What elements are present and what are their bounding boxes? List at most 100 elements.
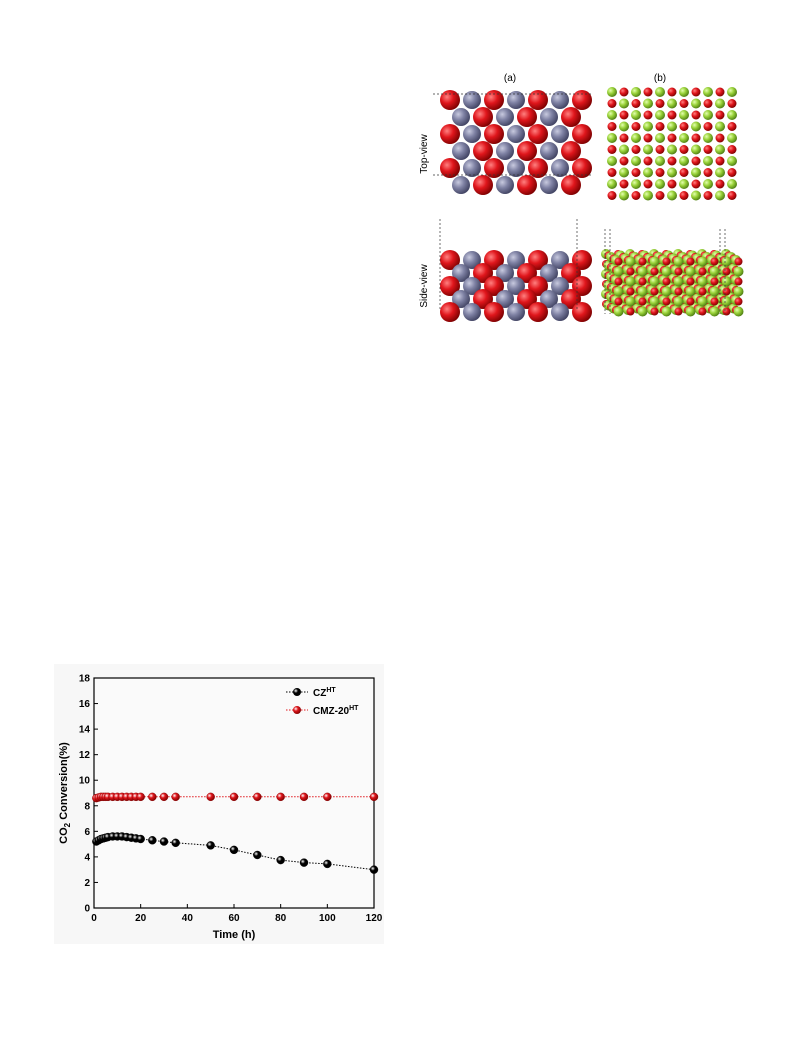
metal-atom	[496, 290, 514, 308]
oxygen-atom	[528, 90, 548, 110]
series-1-point	[148, 792, 157, 802]
oxygen-atom	[626, 287, 635, 296]
oxygen-atom	[484, 302, 504, 322]
metal-atom	[507, 251, 525, 269]
oxygen-atom	[638, 277, 647, 286]
metal-atom	[679, 156, 689, 166]
oxygen-atom	[561, 141, 581, 161]
oxygen-atom	[710, 257, 719, 266]
oxygen-atom	[734, 257, 743, 266]
oxygen-atom	[703, 145, 713, 154]
x-tick-label: 80	[275, 913, 287, 924]
metal-atom	[697, 256, 708, 267]
metal-atom	[507, 303, 525, 321]
oxygen-atom	[643, 133, 653, 143]
metal-atom	[643, 190, 653, 201]
x-tick-label: 120	[366, 913, 383, 924]
series-0-point	[206, 841, 215, 850]
series-1-point	[299, 792, 309, 802]
metal-atom	[733, 306, 744, 317]
oxygen-atom	[691, 179, 701, 189]
metal-atom	[667, 144, 677, 155]
series-0-point	[171, 838, 180, 848]
metal-atom	[551, 277, 569, 295]
metal-atom	[697, 276, 708, 287]
oxygen-atom	[698, 267, 707, 276]
metal-atom	[625, 276, 636, 287]
legend-marker	[293, 688, 301, 696]
metal-atom	[691, 167, 701, 178]
metal-atom	[703, 110, 713, 120]
metal-atom	[463, 159, 481, 177]
legend-marker	[293, 706, 301, 714]
oxygen-atom	[698, 287, 707, 296]
y-tick-label: 16	[79, 699, 91, 710]
x-tick-label: 0	[91, 913, 97, 924]
metal-atom	[685, 306, 696, 317]
metal-atom	[507, 159, 525, 177]
metal-atom	[715, 190, 725, 201]
oxygen-atom	[722, 267, 731, 276]
oxygen-atom	[473, 107, 493, 127]
metal-atom	[625, 256, 636, 267]
metal-atom	[496, 176, 514, 194]
metal-atom	[661, 266, 672, 277]
metal-atom	[607, 133, 617, 143]
oxygen-atom	[722, 307, 731, 316]
side-view-lattice-a	[440, 250, 592, 322]
oxygen-atom	[662, 277, 671, 286]
metal-atom	[697, 296, 708, 307]
oxygen-atom	[484, 90, 504, 110]
metal-atom	[607, 87, 617, 97]
oxygen-atom	[655, 145, 665, 154]
oxygen-atom	[440, 90, 460, 110]
metal-atom	[607, 110, 617, 120]
oxygen-atom	[703, 122, 713, 131]
metal-atom	[703, 87, 713, 97]
y-axis-label-main: CO	[58, 827, 70, 844]
y-tick-label: 10	[79, 776, 91, 787]
oxygen-atom	[626, 307, 635, 316]
x-tick-label: 40	[182, 913, 194, 924]
metal-atom	[619, 190, 629, 201]
oxygen-atom	[686, 277, 695, 286]
metal-atom	[551, 159, 569, 177]
x-tick-label: 100	[319, 913, 336, 924]
metal-atom	[703, 156, 713, 166]
metal-atom	[679, 133, 689, 143]
oxygen-atom	[679, 99, 689, 108]
oxygen-atom	[619, 156, 629, 166]
unit-cell-lines	[433, 93, 726, 314]
oxygen-atom	[619, 179, 629, 189]
oxygen-atom	[528, 158, 548, 178]
oxygen-atom	[715, 87, 725, 97]
legend-label: CZHT	[313, 687, 336, 699]
series-0-point	[276, 855, 285, 865]
series-1-point	[276, 792, 285, 802]
series-1-point	[323, 792, 332, 802]
oxygen-atom	[619, 87, 629, 97]
metal-atom	[540, 176, 558, 194]
metal-atom	[673, 296, 684, 307]
crystal-structure-figure: (a) (b) Top-view Side-view	[400, 64, 760, 334]
oxygen-atom	[643, 179, 653, 189]
metal-atom	[727, 87, 737, 97]
metal-atom	[733, 286, 744, 297]
y-tick-label: 14	[79, 725, 91, 736]
oxygen-atom	[631, 122, 641, 131]
co2-conversion-chart: 0 2 4 6 8 10 12 14 16 18 0 20 40 60 80 100 120 CZHT CMZ-…	[54, 664, 384, 944]
oxygen-atom	[607, 99, 617, 108]
oxygen-atom	[667, 133, 677, 143]
legend-label: CMZ-20HT	[313, 705, 359, 717]
oxygen-atom	[440, 302, 460, 322]
top-view-lattice-a	[440, 90, 592, 195]
x-tick-label: 60	[228, 913, 240, 924]
metal-atom	[709, 286, 720, 297]
side-view-lattice-b	[601, 249, 744, 317]
metal-atom	[661, 286, 672, 297]
metal-atom	[496, 142, 514, 160]
oxygen-atom	[572, 158, 592, 178]
oxygen-atom	[561, 175, 581, 195]
oxygen-atom	[734, 297, 743, 306]
metal-atom	[655, 133, 665, 143]
